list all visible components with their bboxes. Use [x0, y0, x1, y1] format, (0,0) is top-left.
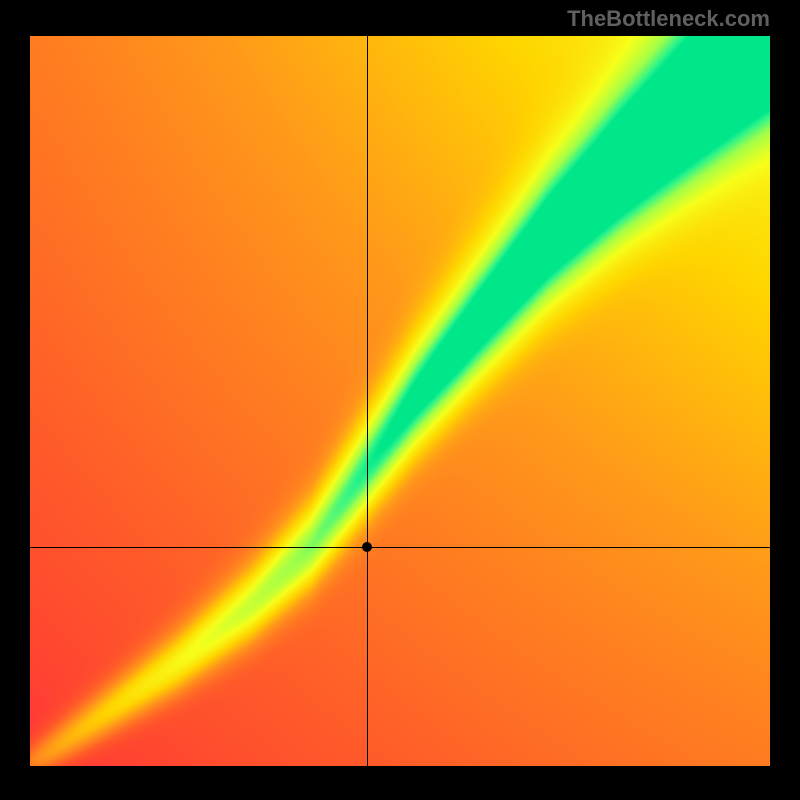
crosshair-horizontal — [30, 547, 770, 548]
heatmap-canvas — [30, 36, 770, 766]
crosshair-marker — [362, 542, 372, 552]
crosshair-vertical — [367, 36, 368, 766]
watermark-text: TheBottleneck.com — [567, 6, 770, 32]
plot-area — [30, 36, 770, 766]
